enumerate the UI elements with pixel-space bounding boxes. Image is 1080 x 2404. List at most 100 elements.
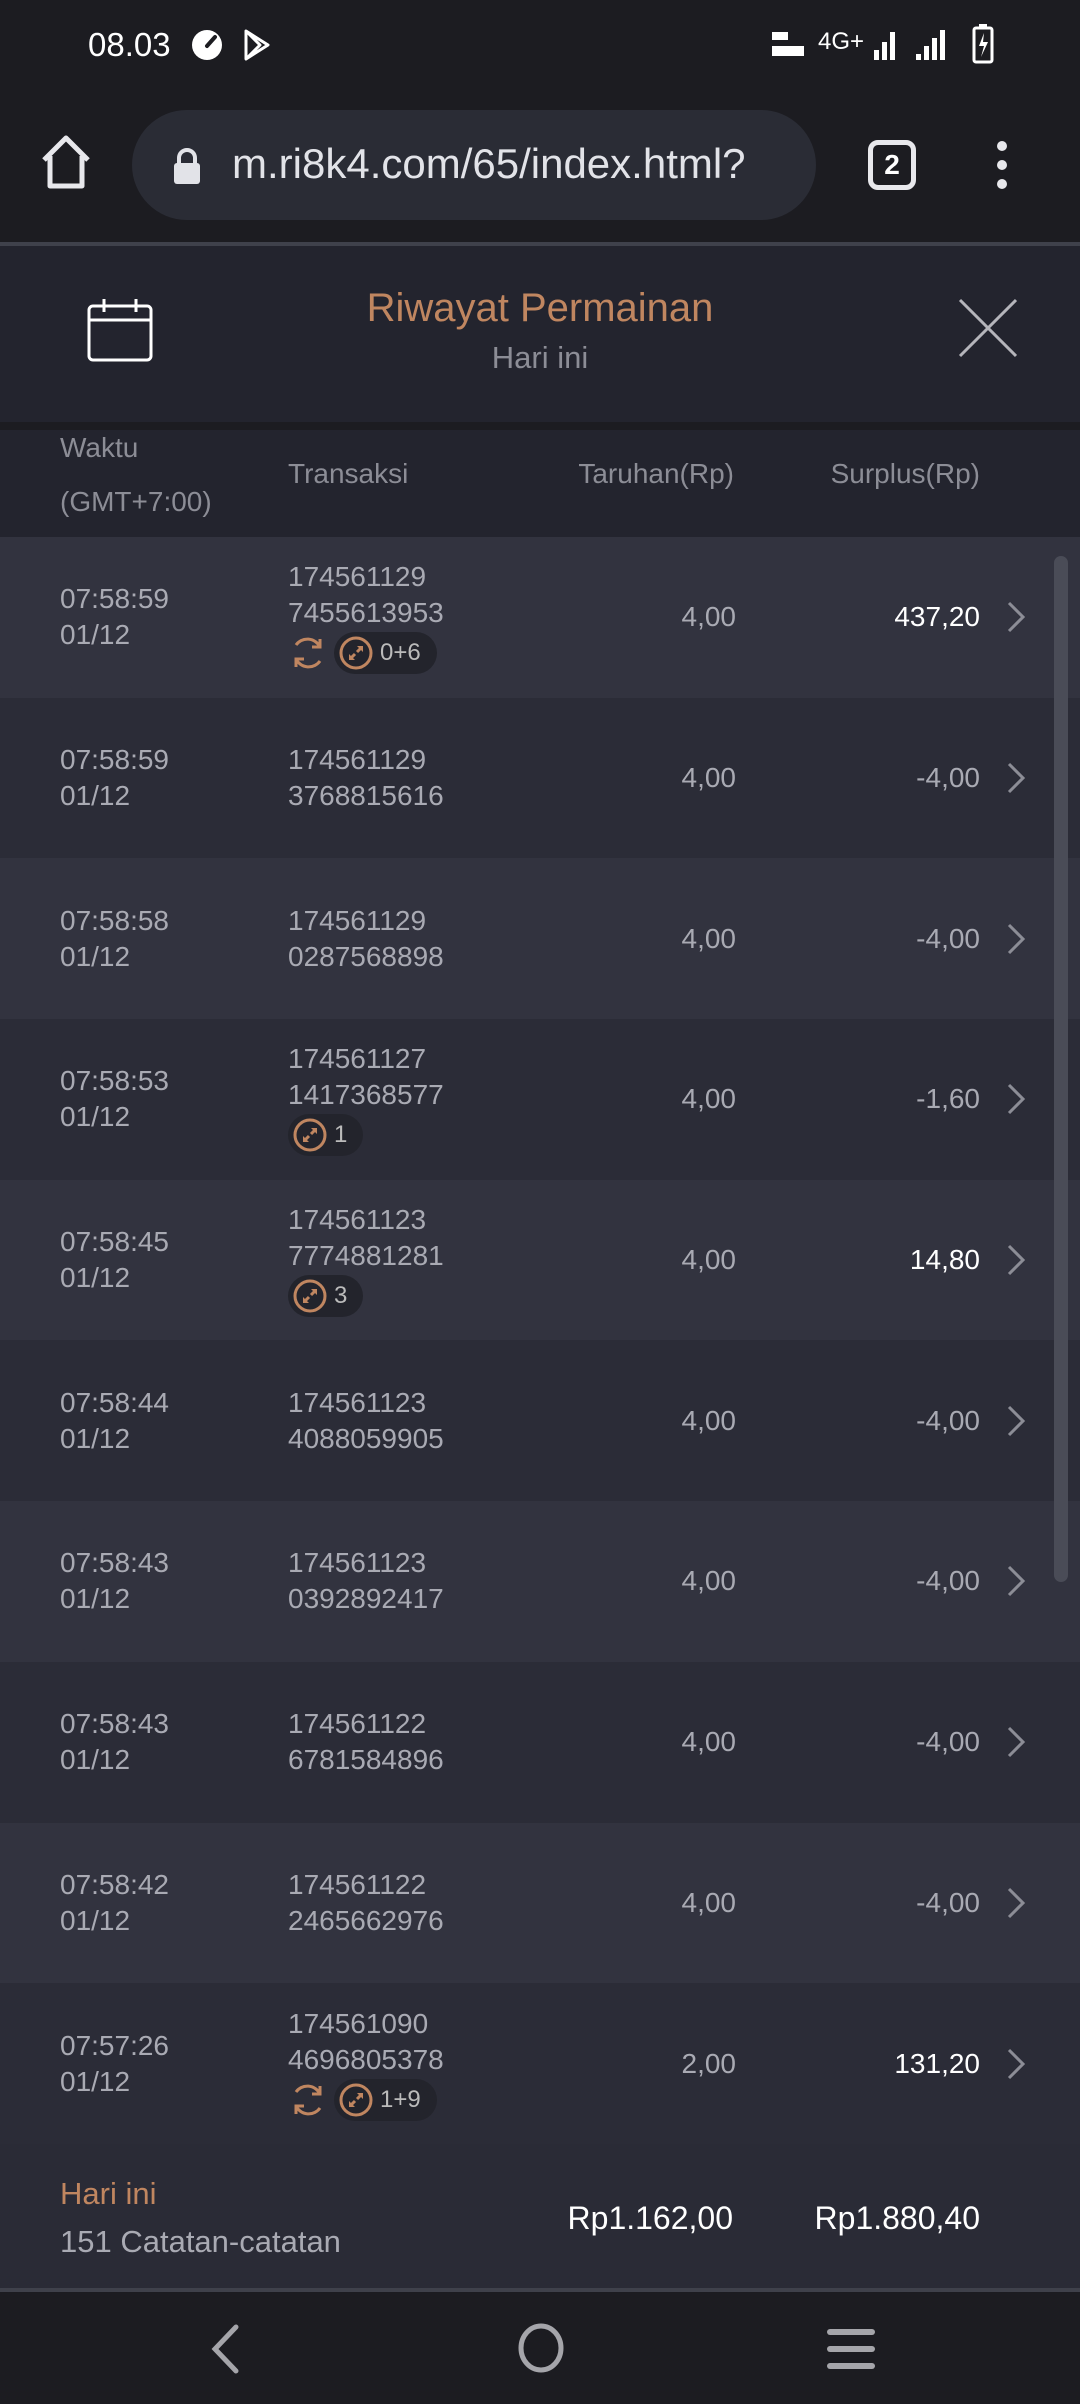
date-filter-label[interactable]: Hari ini bbox=[491, 340, 589, 375]
free-spin-badge: 3 bbox=[288, 1275, 364, 1318]
row-date: 01/12 bbox=[60, 2065, 131, 2097]
row-transaction: 174561123 0392892417 bbox=[288, 1545, 444, 1617]
history-row[interactable]: 07:58:42 01/12 174561122 2465662976 4,00 -4,0… bbox=[0, 1822, 1080, 1984]
row-time: 07:58:44 bbox=[60, 1386, 169, 1418]
volte-icon bbox=[772, 32, 804, 56]
row-bet: 4,00 bbox=[681, 1404, 737, 1436]
more-menu-icon[interactable] bbox=[992, 140, 1012, 190]
header-time: Waktu bbox=[60, 432, 139, 463]
row-time: 07:58:45 bbox=[60, 1226, 169, 1258]
chevron-right-icon[interactable] bbox=[1006, 1404, 1026, 1438]
history-row[interactable]: 07:57:26 01/12 174561090 4696805378 1+9 2,00 1… bbox=[0, 1983, 1080, 2144]
row-datetime: 07:58:59 01/12 bbox=[60, 742, 169, 814]
row-date: 01/12 bbox=[60, 1744, 131, 1776]
summary-total-bet: Rp1.162,00 bbox=[567, 2200, 733, 2236]
row-date: 01/12 bbox=[60, 780, 131, 812]
row-surplus: -4,00 bbox=[916, 1886, 980, 1918]
page-title: Riwayat Permainan bbox=[366, 286, 714, 330]
row-tx-part1: 174561129 bbox=[288, 744, 427, 776]
row-transaction: 174561122 6781584896 bbox=[288, 1706, 444, 1778]
row-datetime: 07:58:58 01/12 bbox=[60, 903, 169, 975]
chevron-right-icon[interactable] bbox=[1006, 600, 1026, 634]
history-row[interactable]: 07:58:59 01/12 174561129 3768815616 4,00 -4,0… bbox=[0, 697, 1080, 859]
free-spin-count: 1 bbox=[334, 1121, 348, 1149]
history-row[interactable]: 07:58:59 01/12 174561129 7455613953 0+6 4,00 4… bbox=[0, 537, 1080, 698]
row-date: 01/12 bbox=[60, 1101, 131, 1133]
row-badges: 0+6 bbox=[288, 631, 444, 675]
url-text: m.ri8k4.com/65/index.html? bbox=[232, 140, 746, 187]
chevron-right-icon[interactable] bbox=[1006, 1082, 1026, 1116]
modal-header: Riwayat Permainan Hari ini bbox=[0, 246, 1080, 422]
row-tx-part2: 1417368577 bbox=[288, 1079, 444, 1111]
respin-icon bbox=[294, 638, 322, 669]
row-transaction: 174561090 4696805378 1+9 bbox=[288, 2006, 444, 2122]
row-datetime: 07:58:42 01/12 bbox=[60, 1867, 169, 1939]
chevron-right-icon[interactable] bbox=[1006, 1725, 1026, 1759]
history-row[interactable]: 07:58:53 01/12 174561127 1417368577 1 4,00 -1,… bbox=[0, 1019, 1080, 1180]
history-row[interactable]: 07:58:43 01/12 174561122 6781584896 4,00 -4,0… bbox=[0, 1661, 1080, 1823]
free-spin-badge: 0+6 bbox=[334, 632, 437, 675]
row-surplus: -4,00 bbox=[916, 922, 980, 954]
row-bet: 4,00 bbox=[681, 1565, 737, 1597]
row-tx-part1: 174561090 bbox=[288, 2007, 429, 2039]
row-bet: 4,00 bbox=[681, 1886, 737, 1918]
history-row[interactable]: 07:58:58 01/12 174561129 0287568898 4,00 -4,0… bbox=[0, 858, 1080, 1020]
row-surplus: -1,60 bbox=[916, 1083, 980, 1115]
home-nav-icon[interactable] bbox=[516, 2322, 566, 2374]
chevron-right-icon[interactable] bbox=[1006, 761, 1026, 795]
row-surplus: -4,00 bbox=[916, 1565, 980, 1597]
row-datetime: 07:58:59 01/12 bbox=[60, 581, 169, 653]
row-tx-part1: 174561122 bbox=[288, 1868, 427, 1900]
row-bet: 4,00 bbox=[681, 601, 737, 633]
chevron-right-icon[interactable] bbox=[1006, 2047, 1026, 2081]
history-row[interactable]: 07:58:43 01/12 174561123 0392892417 4,00 -4,0… bbox=[0, 1501, 1080, 1662]
chevron-right-icon[interactable] bbox=[1006, 1564, 1026, 1598]
row-time: 07:58:59 bbox=[60, 583, 169, 615]
row-datetime: 07:58:43 01/12 bbox=[60, 1706, 169, 1778]
free-spin-icon bbox=[293, 1118, 327, 1152]
row-transaction: 174561127 1417368577 1 bbox=[288, 1041, 444, 1157]
history-row[interactable]: 07:58:45 01/12 174561123 7774881281 3 4,00 14,… bbox=[0, 1179, 1080, 1341]
row-badges: 3 bbox=[288, 1274, 444, 1318]
free-spin-count: 1+9 bbox=[380, 2085, 421, 2113]
home-icon[interactable] bbox=[40, 134, 92, 190]
header-transaction: Transaksi bbox=[288, 458, 409, 489]
free-spin-badge: 1+9 bbox=[334, 2078, 437, 2121]
row-date: 01/12 bbox=[60, 1262, 131, 1294]
row-tx-part1: 174561127 bbox=[288, 1043, 427, 1075]
chevron-right-icon[interactable] bbox=[1006, 1886, 1026, 1920]
scrollbar[interactable] bbox=[1054, 556, 1068, 1582]
row-date: 01/12 bbox=[60, 1583, 131, 1615]
free-spin-icon bbox=[339, 2083, 373, 2117]
recents-icon[interactable] bbox=[826, 2328, 876, 2370]
row-tx-part2: 2465662976 bbox=[288, 1904, 444, 1936]
header-timezone: (GMT+7:00) bbox=[60, 486, 212, 517]
row-bet: 4,00 bbox=[681, 922, 737, 954]
row-datetime: 07:58:43 01/12 bbox=[60, 1545, 169, 1617]
back-icon[interactable] bbox=[210, 2324, 240, 2374]
row-time: 07:58:43 bbox=[60, 1547, 169, 1579]
row-badges: 1 bbox=[288, 1113, 444, 1157]
row-bet: 4,00 bbox=[681, 1083, 737, 1115]
history-row[interactable]: 07:58:44 01/12 174561123 4088059905 4,00 -4,0… bbox=[0, 1340, 1080, 1502]
close-icon[interactable] bbox=[958, 298, 1018, 358]
chevron-right-icon[interactable] bbox=[1006, 1243, 1026, 1277]
row-tx-part1: 174561123 bbox=[288, 1547, 427, 1579]
row-tx-part1: 174561129 bbox=[288, 904, 427, 936]
row-tx-part2: 4696805378 bbox=[288, 2043, 444, 2075]
signal-icon bbox=[874, 30, 945, 60]
chevron-right-icon[interactable] bbox=[1006, 922, 1026, 956]
row-time: 07:58:42 bbox=[60, 1868, 169, 1900]
lock-icon bbox=[174, 148, 200, 184]
tab-switcher-button[interactable]: 2 bbox=[868, 140, 916, 190]
divider bbox=[0, 242, 1080, 246]
row-time: 07:58:58 bbox=[60, 904, 169, 936]
calendar-icon[interactable] bbox=[86, 298, 154, 362]
row-transaction: 174561123 4088059905 bbox=[288, 1385, 444, 1457]
row-datetime: 07:57:26 01/12 bbox=[60, 2028, 169, 2100]
row-transaction: 174561129 3768815616 bbox=[288, 742, 444, 814]
address-bar[interactable]: m.ri8k4.com/65/index.html? bbox=[132, 110, 816, 220]
status-bar: 08.03 4G+ bbox=[0, 0, 1080, 90]
row-time: 07:58:43 bbox=[60, 1708, 169, 1740]
row-bet: 2,00 bbox=[681, 2047, 737, 2079]
